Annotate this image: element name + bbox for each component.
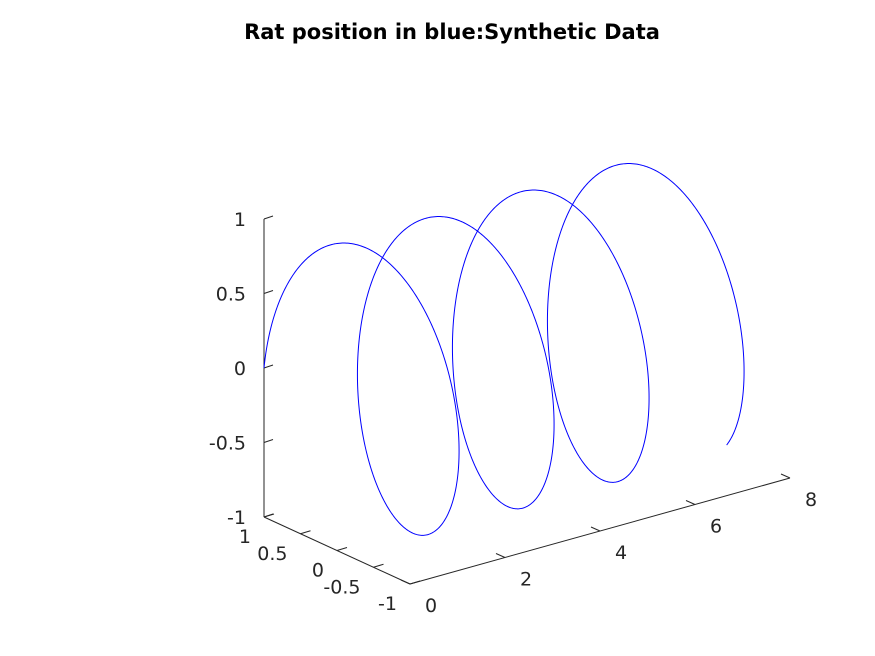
z-tick	[263, 513, 274, 518]
x-tick-label: 2	[520, 569, 532, 591]
z-tick	[263, 439, 274, 443]
z-tick-label: -1	[227, 507, 246, 529]
y-tick	[409, 580, 421, 585]
y-tick	[336, 547, 348, 551]
z-tick-label: 0.5	[216, 284, 246, 306]
x-tick	[780, 473, 791, 479]
series-layer	[263, 163, 745, 536]
y-tick-label: 0.5	[257, 543, 287, 565]
y-tick-label: -0.5	[323, 576, 360, 598]
z-tick	[263, 364, 274, 369]
z-tick-label: 0	[234, 358, 246, 380]
x-tick	[495, 553, 506, 558]
z-tick-label: 1	[234, 209, 246, 231]
x-tick-label: 8	[805, 489, 817, 511]
z-tick	[263, 215, 274, 220]
x-tick-label: 6	[710, 516, 722, 538]
x-tick	[590, 526, 601, 532]
y-tick-label: -1	[378, 593, 397, 615]
x-tick-label: 0	[425, 595, 437, 617]
y-tick-label: 0	[312, 560, 324, 582]
y-tick	[300, 530, 311, 535]
z-tick	[263, 290, 274, 294]
series-line-helix	[263, 163, 745, 536]
tick-marks	[263, 215, 791, 585]
z-tick-label: -0.5	[209, 433, 246, 455]
y-tick	[373, 563, 384, 568]
x-tick	[400, 579, 411, 585]
x-tick-label: 4	[615, 542, 627, 564]
y-tick-label: 1	[239, 526, 251, 548]
x-tick	[685, 500, 696, 505]
chart-title: Rat position in blue:Synthetic Data	[244, 20, 660, 44]
